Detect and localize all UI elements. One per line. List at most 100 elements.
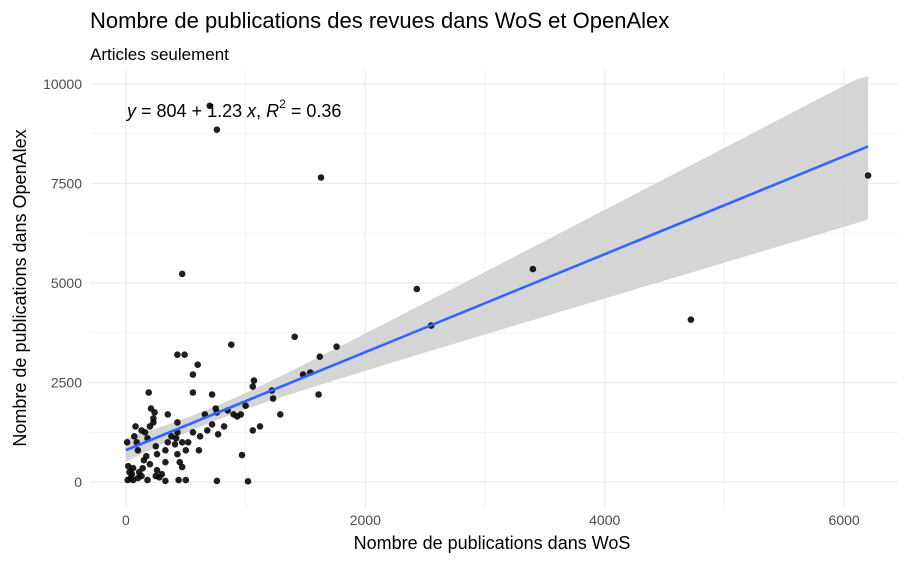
- data-point: [124, 476, 131, 484]
- data-point: [213, 126, 221, 133]
- equation-r2: = 0.36: [286, 101, 342, 121]
- x-tick-label: 4000: [589, 512, 620, 528]
- y-tick-label: 2500: [51, 375, 82, 391]
- x-axis-title: Nombre de publications dans WoS: [354, 533, 631, 553]
- data-point: [175, 476, 182, 484]
- data-point: [189, 429, 197, 436]
- y-tick-label: 0: [74, 474, 82, 490]
- data-point: [228, 341, 235, 349]
- x-tick-label: 6000: [829, 512, 860, 528]
- data-point: [184, 439, 192, 446]
- data-point: [220, 423, 228, 430]
- equation-intercept: 804: [157, 101, 187, 121]
- data-point: [333, 343, 340, 351]
- data-point: [147, 405, 155, 412]
- data-point: [249, 427, 257, 434]
- data-point: [244, 478, 252, 485]
- data-point: [250, 377, 258, 384]
- data-point: [178, 463, 186, 471]
- data-point: [291, 333, 299, 341]
- data-point: [256, 423, 264, 430]
- data-point: [174, 351, 181, 359]
- data-point: [152, 443, 160, 450]
- data-point: [269, 395, 277, 402]
- data-point: [162, 447, 169, 454]
- equation-comma: ,: [256, 101, 266, 121]
- equation-r: R: [266, 101, 279, 121]
- data-point: [145, 389, 152, 396]
- equation-slope: 1.23: [207, 101, 242, 121]
- data-point: [164, 411, 172, 418]
- data-point: [316, 353, 324, 361]
- data-point: [144, 476, 151, 484]
- equation-y: y: [125, 101, 137, 121]
- data-point: [181, 351, 188, 359]
- data-point: [242, 402, 249, 410]
- data-point: [182, 476, 190, 484]
- data-point: [687, 316, 695, 324]
- data-point: [131, 433, 138, 440]
- equation-eq: =: [136, 101, 157, 121]
- data-point: [196, 433, 204, 440]
- y-tick-label: 5000: [51, 275, 82, 291]
- x-tick-label: 2000: [350, 512, 381, 528]
- data-point: [132, 423, 139, 430]
- data-point: [153, 450, 161, 458]
- data-point: [174, 419, 181, 426]
- chart-title: Nombre de publications des revues dans W…: [90, 8, 669, 33]
- data-point: [162, 477, 169, 485]
- data-point: [126, 468, 133, 476]
- data-point: [208, 421, 216, 428]
- data-point: [277, 411, 284, 418]
- data-point: [140, 456, 148, 464]
- data-point: [162, 458, 169, 466]
- data-point: [864, 172, 872, 179]
- data-point: [174, 450, 181, 458]
- data-point: [208, 391, 216, 398]
- y-axis-ticks: 0 2500 5000 7500 10000: [43, 76, 82, 490]
- data-point: [182, 447, 190, 454]
- equation-sup: 2: [279, 97, 286, 111]
- data-point: [138, 427, 145, 434]
- x-tick-label: 0: [122, 512, 130, 528]
- data-point: [150, 419, 157, 426]
- data-point: [178, 270, 186, 278]
- x-axis-ticks: 0 2000 4000 6000: [122, 512, 860, 528]
- equation-plus: +: [187, 101, 208, 121]
- y-tick-label: 7500: [51, 175, 82, 191]
- data-point: [204, 427, 211, 434]
- data-point: [178, 439, 186, 446]
- data-point: [134, 447, 142, 454]
- data-point: [413, 285, 421, 293]
- data-point: [238, 451, 246, 459]
- data-point: [529, 265, 537, 273]
- data-point: [214, 431, 222, 438]
- data-point: [146, 460, 154, 468]
- data-point: [206, 102, 213, 110]
- chart-subtitle: Articles seulement: [90, 45, 229, 64]
- data-point: [194, 361, 201, 369]
- data-point: [134, 474, 142, 482]
- data-point: [153, 466, 161, 474]
- regression-equation: y = 804 + 1.23 x, R2 = 0.36: [125, 97, 341, 121]
- data-point: [230, 411, 237, 418]
- data-point: [249, 383, 257, 390]
- equation-x: x: [246, 101, 257, 121]
- data-point: [123, 439, 131, 446]
- y-tick-label: 10000: [43, 76, 82, 92]
- data-point: [317, 174, 325, 181]
- regression-line: [125, 145, 869, 452]
- data-point: [315, 391, 322, 398]
- data-point: [195, 447, 203, 454]
- data-point: [152, 472, 160, 480]
- data-point: [168, 433, 175, 440]
- data-point: [189, 389, 197, 396]
- data-point: [171, 441, 179, 448]
- data-point: [213, 477, 221, 485]
- data-point: [189, 371, 197, 378]
- data-point: [125, 462, 132, 470]
- data-point: [164, 439, 172, 446]
- y-axis-title: Nombre de publications dans OpenAlex: [10, 129, 30, 446]
- confidence-band: [125, 76, 869, 462]
